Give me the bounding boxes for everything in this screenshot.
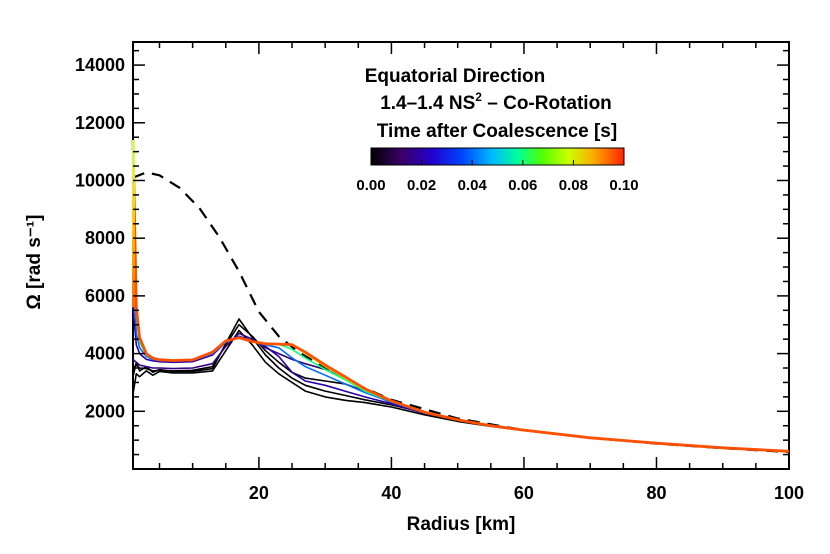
series-line	[132, 266, 790, 453]
x-tick-label: 20	[249, 483, 269, 503]
series-line	[132, 171, 790, 454]
legend-line-2: 1.4–1.4 NS2 – Co-Rotation	[380, 90, 612, 114]
x-tick-labels: 20 40 60 80 100	[249, 483, 804, 503]
legend-line-2-prefix: 1.4–1.4 NS	[380, 93, 475, 114]
colorbar-tick-label: 0.10	[609, 177, 638, 194]
series-line	[132, 157, 790, 453]
y-tick-label: 4000	[85, 344, 125, 364]
colorbar-ticks	[370, 160, 625, 165]
y-axis-title: Ω [rad s⁻¹]	[24, 215, 45, 310]
tick-layer	[133, 42, 790, 469]
x-tick-label: 100	[774, 483, 804, 503]
series-line	[132, 329, 790, 452]
series-line	[132, 307, 790, 453]
colorbar-tick-label: 0.06	[508, 177, 537, 194]
y-tick-label: 14000	[75, 55, 125, 75]
y-tick-label: 6000	[85, 286, 125, 306]
series-line	[131, 140, 790, 453]
colorbar-tick-label: 0.00	[356, 177, 385, 194]
colorbar-tick-label: 0.04	[458, 177, 488, 194]
x-axis-title: Radius [km]	[407, 514, 516, 535]
series-line	[132, 194, 790, 453]
legend-line-2-suffix: – Co-Rotation	[482, 93, 612, 114]
legend-line-3: Time after Coalescence [s]	[377, 121, 617, 142]
y-tick-label: 8000	[85, 228, 125, 248]
y-tick-label: 2000	[85, 401, 125, 421]
colorbar-tick-label: 0.08	[559, 177, 588, 194]
legend-line-1: Equatorial Direction	[365, 66, 546, 87]
y-tick-label: 12000	[75, 113, 125, 133]
x-tick-label: 40	[381, 483, 401, 503]
colorbar	[370, 147, 625, 166]
series-line	[132, 332, 790, 453]
legend-superscript: 2	[475, 90, 482, 104]
x-tick-label: 60	[514, 483, 534, 503]
x-tick-label: 80	[646, 483, 666, 503]
y-tick-label: 10000	[75, 170, 125, 190]
colorbar-tick-label: 0.02	[407, 177, 436, 194]
series-line	[132, 323, 790, 452]
y-tick-labels: 2000 4000 6000 8000 10000 12000 14000	[75, 55, 125, 421]
legend: Equatorial Direction 1.4–1.4 NS2 – Co-Ro…	[356, 66, 638, 194]
